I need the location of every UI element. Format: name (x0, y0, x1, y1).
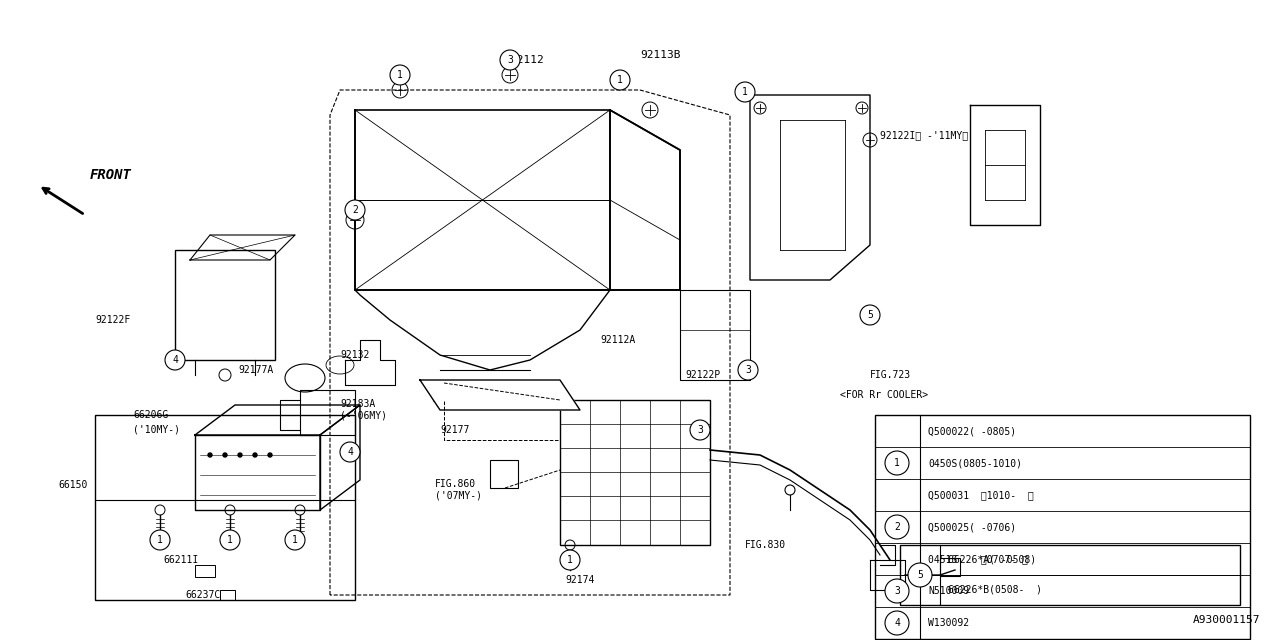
Text: 66150: 66150 (58, 480, 87, 490)
Text: 92174: 92174 (564, 575, 594, 585)
Text: 1: 1 (227, 535, 233, 545)
Circle shape (150, 530, 170, 550)
Text: W130092: W130092 (928, 618, 969, 628)
Text: 4: 4 (347, 447, 353, 457)
Text: 3: 3 (507, 55, 513, 65)
Circle shape (500, 50, 520, 70)
Bar (940, 558, 960, 576)
Circle shape (220, 530, 241, 550)
Text: 92122P: 92122P (685, 370, 721, 380)
Circle shape (346, 200, 365, 220)
Text: 92177: 92177 (440, 425, 470, 435)
Text: FIG.723: FIG.723 (870, 370, 911, 380)
Bar (300, 390, 355, 435)
Text: 66237C: 66237C (186, 590, 220, 600)
Circle shape (223, 453, 227, 457)
Bar (900, 545, 1240, 605)
Text: FRONT: FRONT (90, 168, 132, 182)
Circle shape (884, 451, 909, 475)
Circle shape (884, 611, 909, 635)
Circle shape (735, 82, 755, 102)
Text: 92112A: 92112A (600, 335, 635, 345)
Text: 92122F: 92122F (95, 315, 131, 325)
Text: N510009: N510009 (928, 586, 969, 596)
Circle shape (268, 453, 273, 457)
Text: 0451S    【0707- 】: 0451S 【0707- 】 (928, 554, 1028, 564)
Polygon shape (420, 380, 580, 410)
Bar (195, 565, 215, 577)
Bar (561, 400, 710, 545)
Text: 2: 2 (893, 522, 900, 532)
Text: 4: 4 (172, 355, 178, 365)
Text: 92183A
(-'06MY): 92183A (-'06MY) (340, 399, 387, 421)
Text: A930001157: A930001157 (1193, 615, 1260, 625)
Circle shape (390, 65, 410, 85)
Bar (220, 590, 236, 600)
Text: 3: 3 (893, 586, 900, 596)
Text: 4: 4 (893, 618, 900, 628)
Text: 5: 5 (916, 570, 923, 580)
Text: 92177A: 92177A (238, 365, 273, 375)
Circle shape (561, 550, 580, 570)
Bar (175, 250, 275, 360)
Bar (433, 383, 454, 401)
Circle shape (238, 453, 242, 457)
Text: 1: 1 (292, 535, 298, 545)
Text: 1: 1 (617, 75, 623, 85)
Text: 1: 1 (893, 458, 900, 468)
Text: 1: 1 (742, 87, 748, 97)
Circle shape (884, 515, 909, 539)
Text: <FOR Rr COOLER>: <FOR Rr COOLER> (840, 390, 928, 400)
Bar (490, 460, 518, 488)
Circle shape (340, 442, 360, 462)
Text: 3: 3 (745, 365, 751, 375)
Text: ('10MY-): ('10MY-) (133, 425, 180, 435)
Circle shape (884, 579, 909, 603)
Circle shape (165, 350, 186, 370)
Text: 66226*A( -0508): 66226*A( -0508) (948, 555, 1036, 565)
Circle shape (285, 530, 305, 550)
Text: Q500025( -0706): Q500025( -0706) (928, 522, 1016, 532)
Text: 66206G: 66206G (133, 410, 168, 420)
Bar (876, 415, 1251, 639)
Circle shape (908, 563, 932, 587)
Text: 0450S(0805-1010): 0450S(0805-1010) (928, 458, 1021, 468)
Circle shape (253, 453, 257, 457)
Text: 92132: 92132 (340, 350, 370, 360)
Circle shape (690, 420, 710, 440)
Text: 1: 1 (567, 555, 573, 565)
Text: Q500031  【1010-  】: Q500031 【1010- 】 (928, 490, 1034, 500)
Bar (95, 415, 355, 600)
Text: 66211I: 66211I (163, 555, 198, 565)
Text: 3: 3 (698, 425, 703, 435)
Text: 1: 1 (397, 70, 403, 80)
Text: 66226*B(0508-  ): 66226*B(0508- ) (948, 585, 1042, 595)
Text: 92113B: 92113B (640, 50, 681, 60)
Text: 2: 2 (352, 205, 358, 215)
Text: 92122I〈 -'11MY〉: 92122I〈 -'11MY〉 (881, 130, 968, 140)
Text: 92112: 92112 (509, 55, 544, 65)
Bar (680, 290, 750, 380)
Circle shape (207, 453, 212, 457)
Circle shape (611, 70, 630, 90)
Text: 1: 1 (157, 535, 163, 545)
Text: Q500022( -0805): Q500022( -0805) (928, 426, 1016, 436)
Circle shape (860, 305, 881, 325)
Text: FIG.860
('07MY-): FIG.860 ('07MY-) (435, 479, 483, 500)
Circle shape (739, 360, 758, 380)
Text: FIG.830: FIG.830 (745, 540, 786, 550)
Text: 5: 5 (867, 310, 873, 320)
